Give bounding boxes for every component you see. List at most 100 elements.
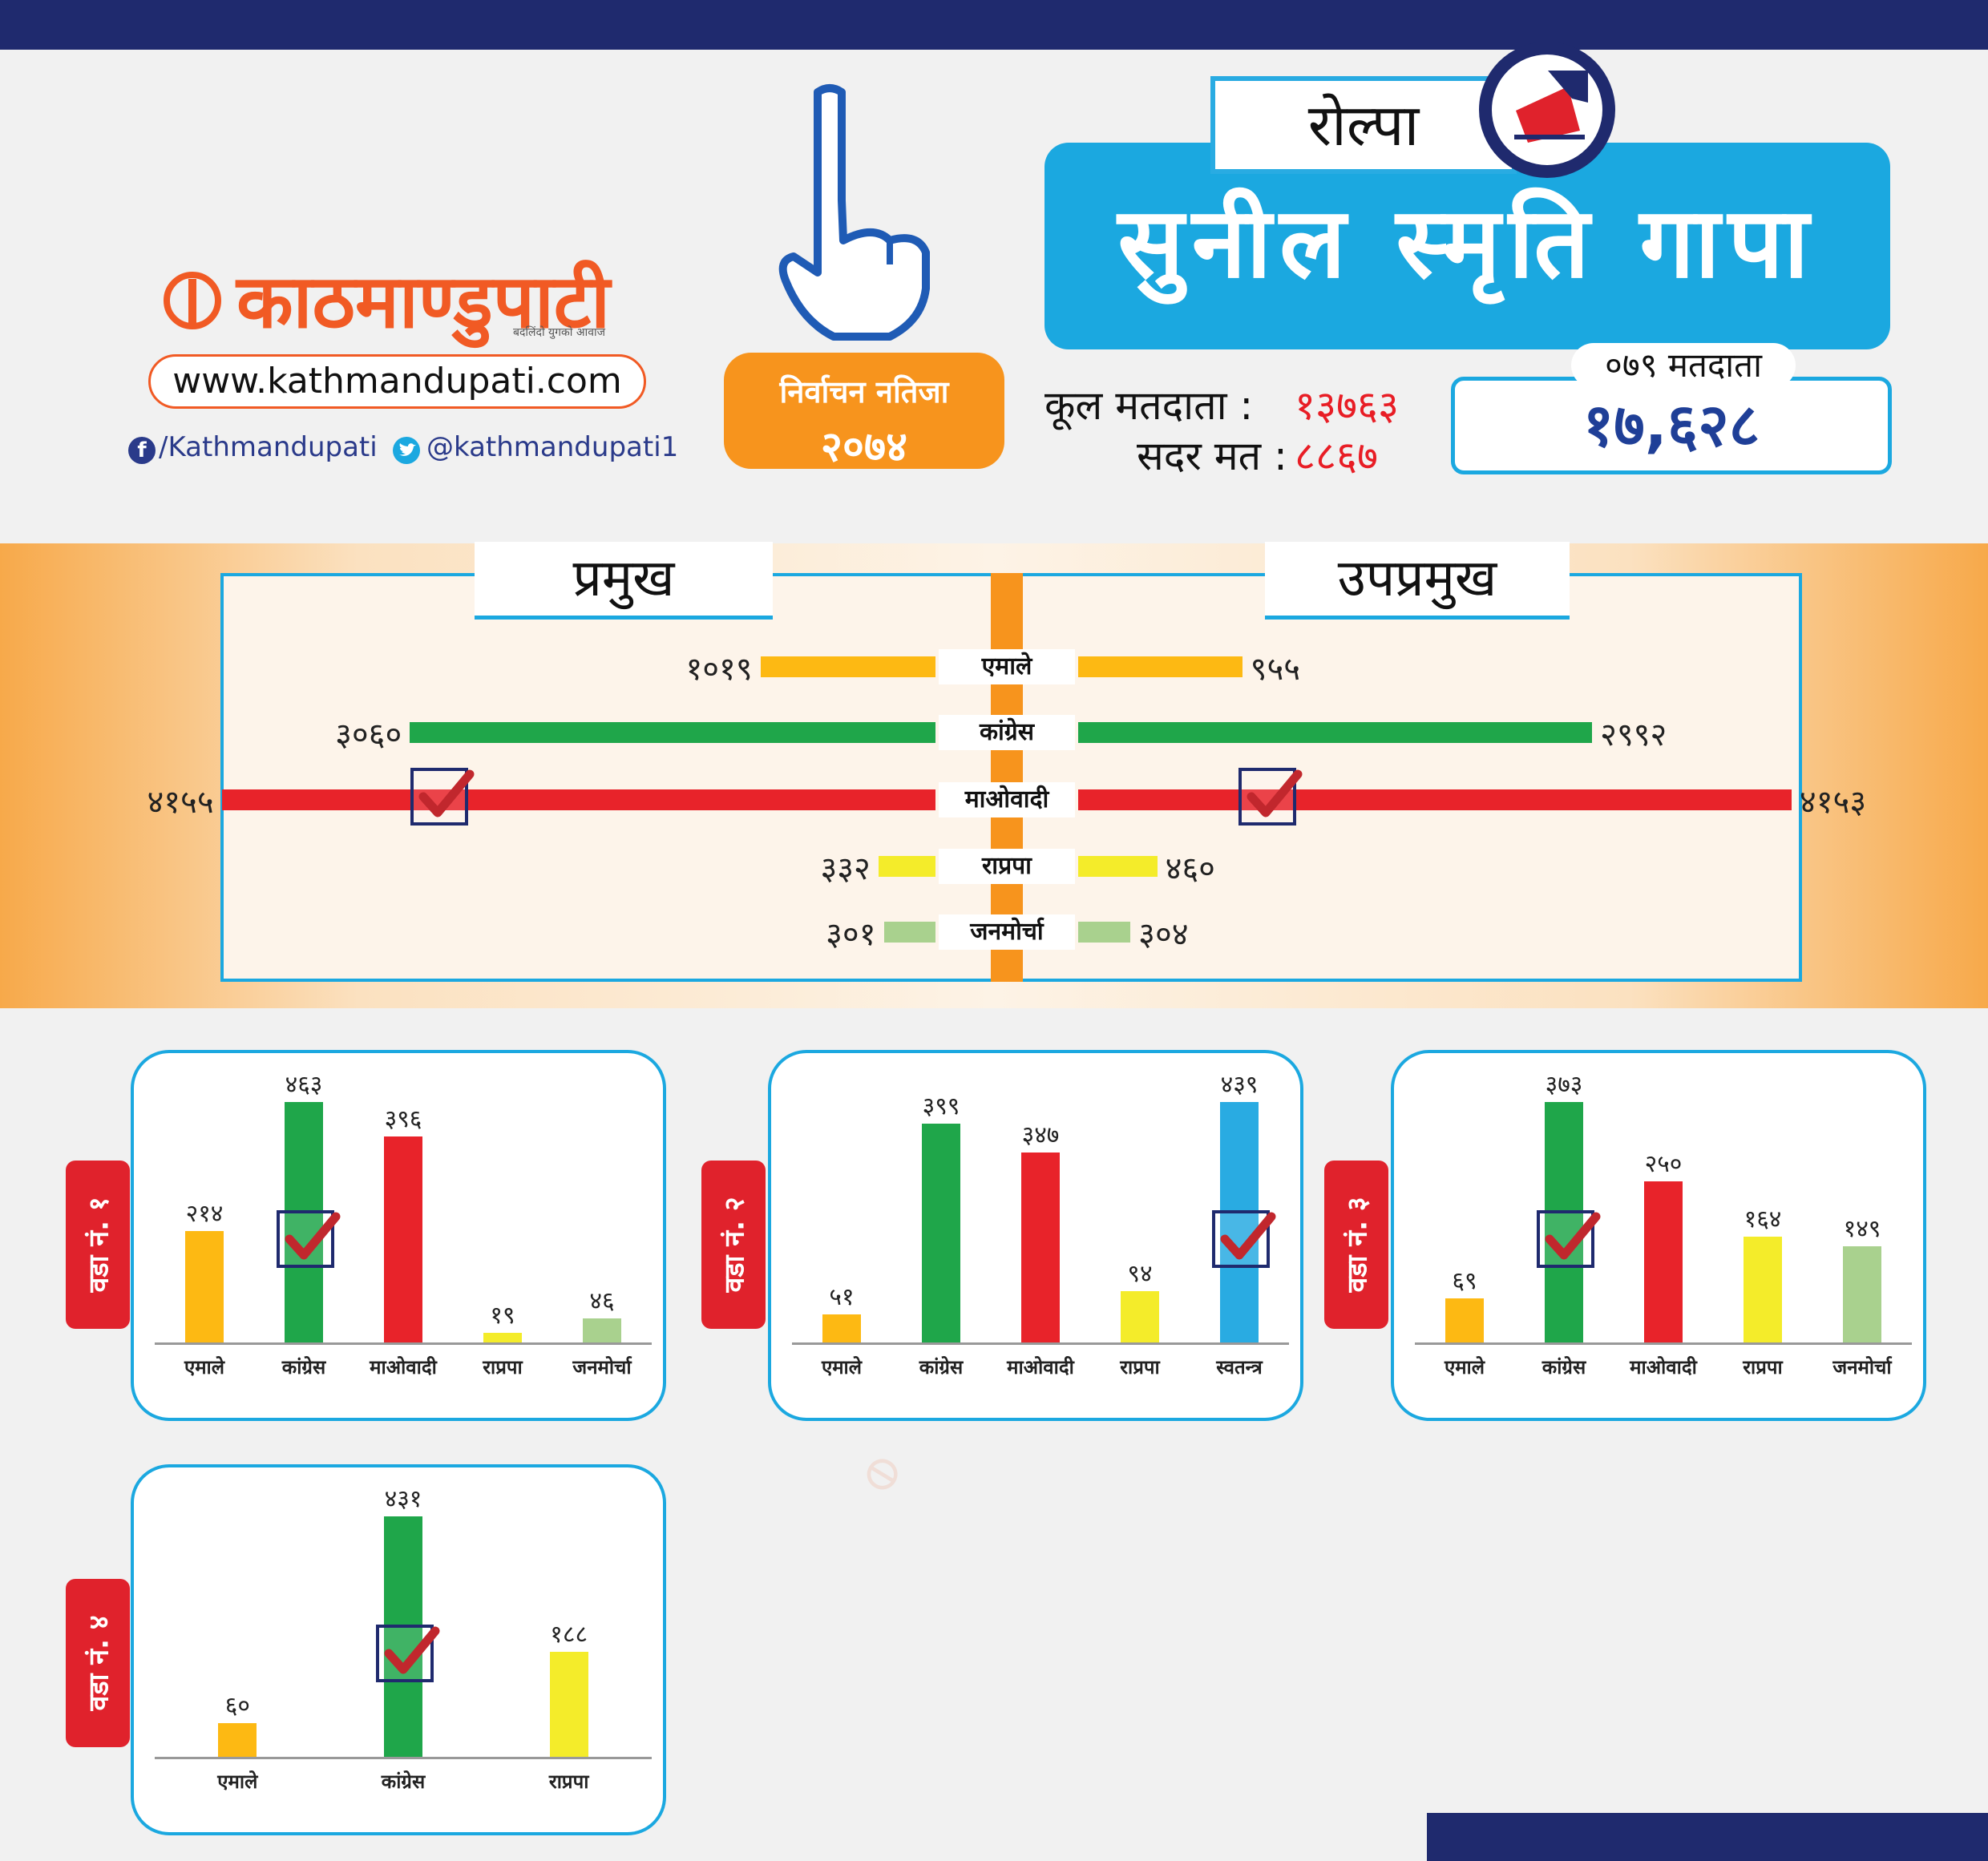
- brand-logo: काठमाण्डुपाटी: [236, 259, 610, 345]
- ward-category-label: राप्रपा: [483, 1356, 523, 1379]
- ward-bar: [218, 1723, 257, 1757]
- deputy-value-label: २९९२: [1600, 717, 1667, 753]
- winner-check-icon: [376, 1625, 440, 1682]
- ward-bar: [285, 1102, 323, 1342]
- party-label: एमाले: [939, 649, 1075, 684]
- ward-category-label: एमाले: [821, 1356, 863, 1379]
- ward-category-label: कांग्रेस: [1542, 1356, 1586, 1379]
- voters-079-value: १७,६२८: [1451, 377, 1892, 474]
- ward-tab: वडा नं. १: [66, 1161, 130, 1329]
- ward-card: [1391, 1050, 1926, 1421]
- ward-category-label: राप्रपा: [548, 1770, 589, 1793]
- party-label: माओवादी: [939, 782, 1075, 817]
- ward-value-label: १८८: [550, 1621, 588, 1649]
- top-band: [0, 0, 1988, 50]
- twitter-handle[interactable]: @kathmandupati1: [426, 431, 679, 463]
- chief-bar: [221, 789, 935, 810]
- ward-bar: [922, 1124, 960, 1342]
- ward-category-label: राप्रपा: [1120, 1356, 1160, 1379]
- ward-value-label: ४३१: [384, 1485, 422, 1513]
- x-axis: [155, 1757, 652, 1759]
- ward-category-label: एमाले: [1444, 1356, 1485, 1379]
- ward-bar: [384, 1136, 422, 1342]
- facebook-handle[interactable]: /Kathmandupati: [159, 431, 378, 463]
- ward-bar: [1220, 1102, 1259, 1342]
- chief-value-label: ४१५५: [147, 784, 214, 821]
- chief-tab: प्रमुख: [475, 542, 773, 620]
- ballot-box-icon: [1479, 42, 1615, 178]
- deputy-bar: [1078, 722, 1593, 743]
- deputy-value-label: ९५५: [1250, 651, 1301, 688]
- result-year: २०७४: [820, 423, 908, 471]
- ward-category-label: माओवादी: [1630, 1356, 1697, 1379]
- facebook-icon: f: [128, 437, 156, 464]
- municipality-title: सुनील स्मृति गापा: [1045, 143, 1890, 349]
- chief-value-label: ३३२: [820, 850, 871, 887]
- result-label: निर्वाचन नतिजा: [779, 374, 949, 410]
- ward-category-label: जनमोर्चा: [1832, 1356, 1892, 1379]
- ward-value-label: १४९: [1843, 1215, 1881, 1244]
- ward-bar: [483, 1332, 522, 1342]
- ward-category-label: कांग्रेस: [281, 1356, 326, 1379]
- twitter-icon: [393, 437, 420, 464]
- chief-value-label: ३०६०: [335, 717, 402, 753]
- x-axis: [1415, 1342, 1912, 1345]
- ward-value-label: ३७३: [1545, 1071, 1583, 1099]
- ward-category-label: एमाले: [217, 1770, 258, 1793]
- brand-url[interactable]: www.kathmandupati.com: [148, 354, 646, 409]
- ward-value-label: ९४: [1127, 1259, 1153, 1288]
- valid-votes-label: सदर मत :: [1137, 433, 1287, 479]
- ward-tab: वडा नं. ४: [66, 1579, 130, 1747]
- party-label: कांग्रेस: [939, 715, 1075, 750]
- winner-check-icon: [410, 768, 475, 826]
- winner-check-icon: [1238, 768, 1303, 826]
- chief-value-label: ३०१: [826, 916, 876, 953]
- ward-value-label: ४६: [589, 1287, 615, 1316]
- ward-value-label: ५१: [829, 1283, 855, 1312]
- ward-value-label: ४३९: [1220, 1071, 1259, 1099]
- deputy-bar: [1078, 789, 1792, 810]
- ward-bar: [1644, 1181, 1683, 1342]
- ward-value-label: ३४७: [1021, 1120, 1060, 1149]
- ward-value-label: ६०: [224, 1692, 250, 1721]
- ward-value-label: १६४: [1744, 1205, 1782, 1234]
- party-label: जनमोर्चा: [939, 914, 1075, 950]
- watermark: ⦸: [859, 1439, 904, 1502]
- chief-bar: [883, 922, 935, 943]
- logo-icon: [156, 264, 228, 337]
- chief-value-label: १०१९: [685, 651, 753, 688]
- ward-bar: [1445, 1298, 1484, 1342]
- chief-bar: [410, 722, 935, 743]
- winner-check-icon: [1212, 1210, 1276, 1268]
- winner-check-icon: [277, 1210, 341, 1268]
- ward-value-label: १९: [490, 1301, 515, 1330]
- ward-category-label: माओवादी: [370, 1356, 437, 1379]
- ward-tab: वडा नं. २: [701, 1161, 766, 1329]
- ward-bar: [822, 1314, 861, 1342]
- party-label: राप्रपा: [939, 849, 1075, 884]
- x-axis: [792, 1342, 1289, 1345]
- deputy-tab: उपप्रमुख: [1265, 542, 1570, 620]
- deputy-value-label: ३०४: [1138, 916, 1189, 953]
- ward-bar: [185, 1231, 224, 1342]
- winner-check-icon: [1537, 1210, 1601, 1268]
- deputy-bar: [1078, 922, 1131, 943]
- deputy-value-label: ४१५३: [1799, 784, 1867, 821]
- ward-category-label: कांग्रेस: [919, 1356, 964, 1379]
- ward-category-label: कांग्रेस: [381, 1770, 426, 1793]
- ward-category-label: राप्रपा: [1743, 1356, 1783, 1379]
- ward-bar: [1843, 1246, 1881, 1342]
- chief-bar: [760, 656, 935, 677]
- ward-bar: [583, 1318, 621, 1342]
- district-name: रोल्पा: [1210, 76, 1517, 174]
- deputy-bar: [1078, 856, 1158, 877]
- ward-bar: [1545, 1102, 1583, 1342]
- ward-value-label: ३९६: [384, 1105, 422, 1134]
- panel-divider: [991, 573, 1023, 982]
- deputy-bar: [1078, 656, 1242, 677]
- ward-value-label: ६९: [1452, 1266, 1477, 1295]
- bottom-band: [1427, 1813, 1988, 1861]
- election-result-badge: निर्वाचन नतिजा २०७४: [724, 353, 1004, 471]
- ward-category-label: स्वतन्त्र: [1216, 1356, 1263, 1379]
- deputy-value-label: ४६०: [1165, 850, 1215, 887]
